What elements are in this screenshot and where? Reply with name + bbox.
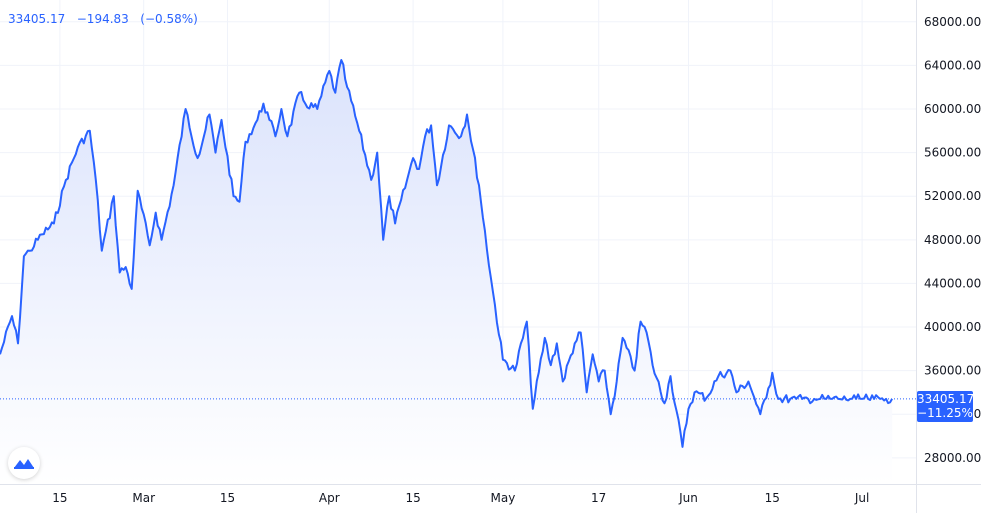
last-price-tag: 33405.17 −11.25% bbox=[917, 390, 975, 422]
y-tick-label: 60000.00 bbox=[924, 102, 981, 116]
last-price-change-pct: −11.25% bbox=[917, 405, 973, 420]
x-tick-label: 15 bbox=[405, 491, 420, 505]
series-line bbox=[0, 59, 893, 448]
x-tick-label: Jun bbox=[678, 491, 698, 505]
price-line bbox=[0, 59, 916, 448]
last-price-value: 33405.17 bbox=[917, 391, 975, 406]
x-tick-label: 15 bbox=[52, 491, 67, 505]
y-tick-label: 28000.00 bbox=[924, 451, 981, 465]
price-legend: 33405.17 −194.83 (−0.58%) bbox=[8, 12, 198, 26]
x-tick-label: May bbox=[490, 491, 515, 505]
logo-mark-icon bbox=[14, 459, 34, 469]
legend-change: −194.83 bbox=[76, 12, 129, 26]
tradingview-logo-icon[interactable] bbox=[8, 447, 40, 479]
x-tick-label: 17 bbox=[591, 491, 606, 505]
x-tick-label: Mar bbox=[132, 491, 155, 505]
legend-price: 33405.17 bbox=[8, 12, 66, 26]
y-tick-label: 44000.00 bbox=[924, 276, 981, 290]
legend-change-pct: (−0.58%) bbox=[140, 12, 198, 26]
x-tick-label: Jul bbox=[854, 491, 869, 505]
price-area bbox=[0, 60, 893, 484]
y-tick-label: 48000.00 bbox=[924, 233, 981, 247]
series-area bbox=[0, 60, 893, 484]
y-tick-label: 36000.00 bbox=[924, 364, 981, 378]
y-tick-label: 68000.00 bbox=[924, 15, 981, 29]
y-tick-label: 56000.00 bbox=[924, 146, 981, 160]
x-tick-label: 15 bbox=[220, 491, 235, 505]
y-tick-label: 52000.00 bbox=[924, 189, 981, 203]
y-tick-label: 40000.00 bbox=[924, 320, 981, 334]
x-tick-label: 15 bbox=[765, 491, 780, 505]
y-tick-label: 64000.00 bbox=[924, 58, 981, 72]
x-tick-label: Apr bbox=[319, 491, 340, 505]
